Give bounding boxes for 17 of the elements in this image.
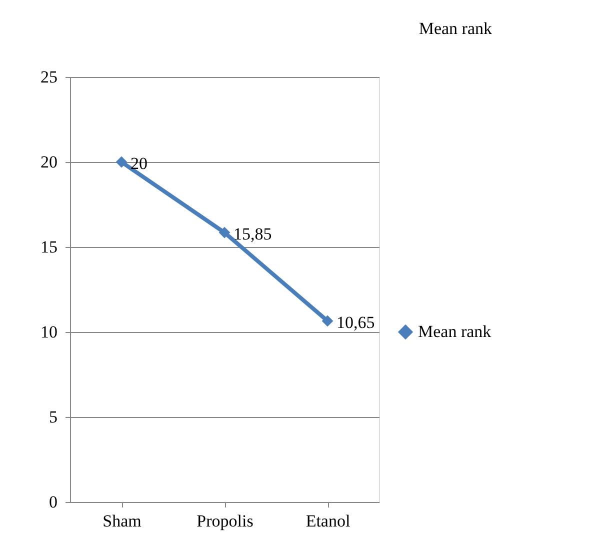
legend-label: Mean rank xyxy=(418,322,492,341)
data-label: 20 xyxy=(130,154,148,173)
y-tick-label: 10 xyxy=(40,322,58,342)
x-tick-label: Etanol xyxy=(306,512,350,530)
x-tick-label: Sham xyxy=(102,512,142,530)
point xyxy=(218,226,230,238)
data-label: 10,65 xyxy=(336,312,375,332)
y-tick-label: 15 xyxy=(40,238,58,256)
x-tick-label: Propolis xyxy=(196,512,254,530)
data-label: 15,85 xyxy=(234,224,272,244)
point xyxy=(116,156,128,168)
text: Mean rank xyxy=(418,19,492,38)
y-tick-label: 25 xyxy=(40,68,58,86)
y-tick-label: 5 xyxy=(49,408,58,426)
point xyxy=(322,315,334,327)
y-tick-label: 0 xyxy=(49,492,58,512)
y-tick-label: 20 xyxy=(40,152,58,172)
